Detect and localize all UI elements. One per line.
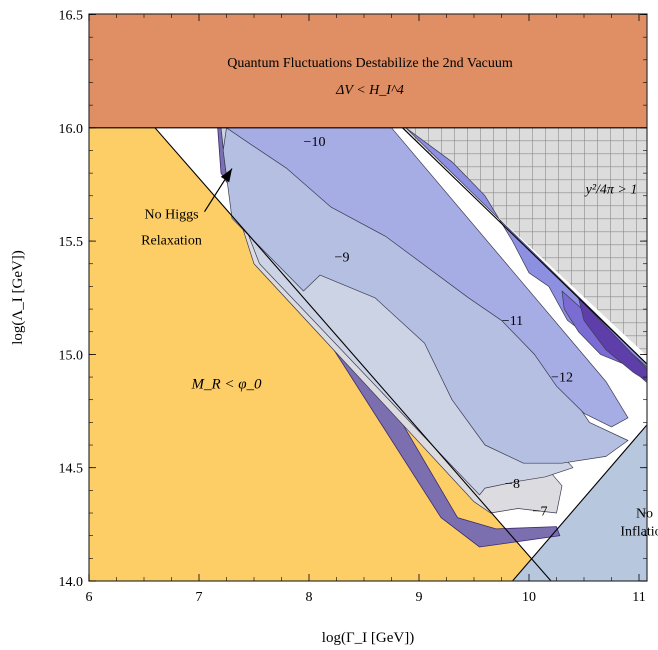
plot-frame xyxy=(88,13,648,582)
x-tick-label: 8 xyxy=(306,590,313,605)
top-band-label-line2: ΔV < H_I^4 xyxy=(335,83,404,98)
labels-layer: log(Γ_I [GeV]) log(Λ_I [GeV]) Quantum Fluc… xyxy=(10,56,658,646)
boundary-lines-layer xyxy=(89,127,647,581)
contour-level-10 xyxy=(226,127,629,428)
x-tick-label: 11 xyxy=(632,590,645,605)
y-tick-label: 14.0 xyxy=(59,575,84,590)
annotation-arrow-head xyxy=(220,168,232,183)
contour-label: −12 xyxy=(551,371,573,386)
y-tick-label: 16.0 xyxy=(59,122,84,137)
x-axis-label: log(Γ_I [GeV]) xyxy=(322,630,414,646)
contours-layer xyxy=(217,127,647,548)
no-inflation-label-line2: Inflation xyxy=(620,525,658,540)
left-region-label: M_R < φ_0 xyxy=(190,376,262,392)
y-tick-label: 15.0 xyxy=(59,348,84,363)
x-tick-label: 7 xyxy=(196,590,203,605)
top-band xyxy=(89,14,647,128)
contour-level-13 xyxy=(578,297,647,382)
boundary-line-0 xyxy=(154,127,552,581)
annotation-label-line2: Relaxation xyxy=(141,233,202,248)
regions-layer xyxy=(89,14,647,581)
contour-label: −11 xyxy=(502,314,523,329)
grid-region xyxy=(402,127,647,356)
contour-label: −9 xyxy=(335,250,350,265)
contour-label: −7 xyxy=(533,504,548,519)
left-region xyxy=(89,127,551,581)
x-tick-label: 10 xyxy=(522,590,536,605)
y-tick-label: 14.5 xyxy=(59,462,84,477)
boundary-line-1 xyxy=(402,127,647,365)
y-tick-label: 16.5 xyxy=(59,9,84,24)
top-band-label-line1: Quantum Fluctuations Destabilize the 2nd… xyxy=(227,56,513,71)
contour-label: −10 xyxy=(304,135,326,150)
ticks-layer: 6 7 8 9 10 11 14.0 14.5 15.0 15.5 16.0 16.5 xyxy=(59,9,647,605)
x-tick-label: 6 xyxy=(86,590,93,605)
no-inflation-label-line1: No xyxy=(636,507,653,522)
y-tick-label: 15.5 xyxy=(59,235,84,250)
y-axis-label: log(Λ_I [GeV]) xyxy=(10,250,26,345)
contour-label: −8 xyxy=(505,477,520,492)
annotation-label-line1: No Higgs xyxy=(144,207,198,222)
grid-region-label: y²/4π > 1 xyxy=(584,183,638,198)
x-tick-label: 9 xyxy=(416,590,423,605)
boundary-line-2 xyxy=(512,423,647,581)
